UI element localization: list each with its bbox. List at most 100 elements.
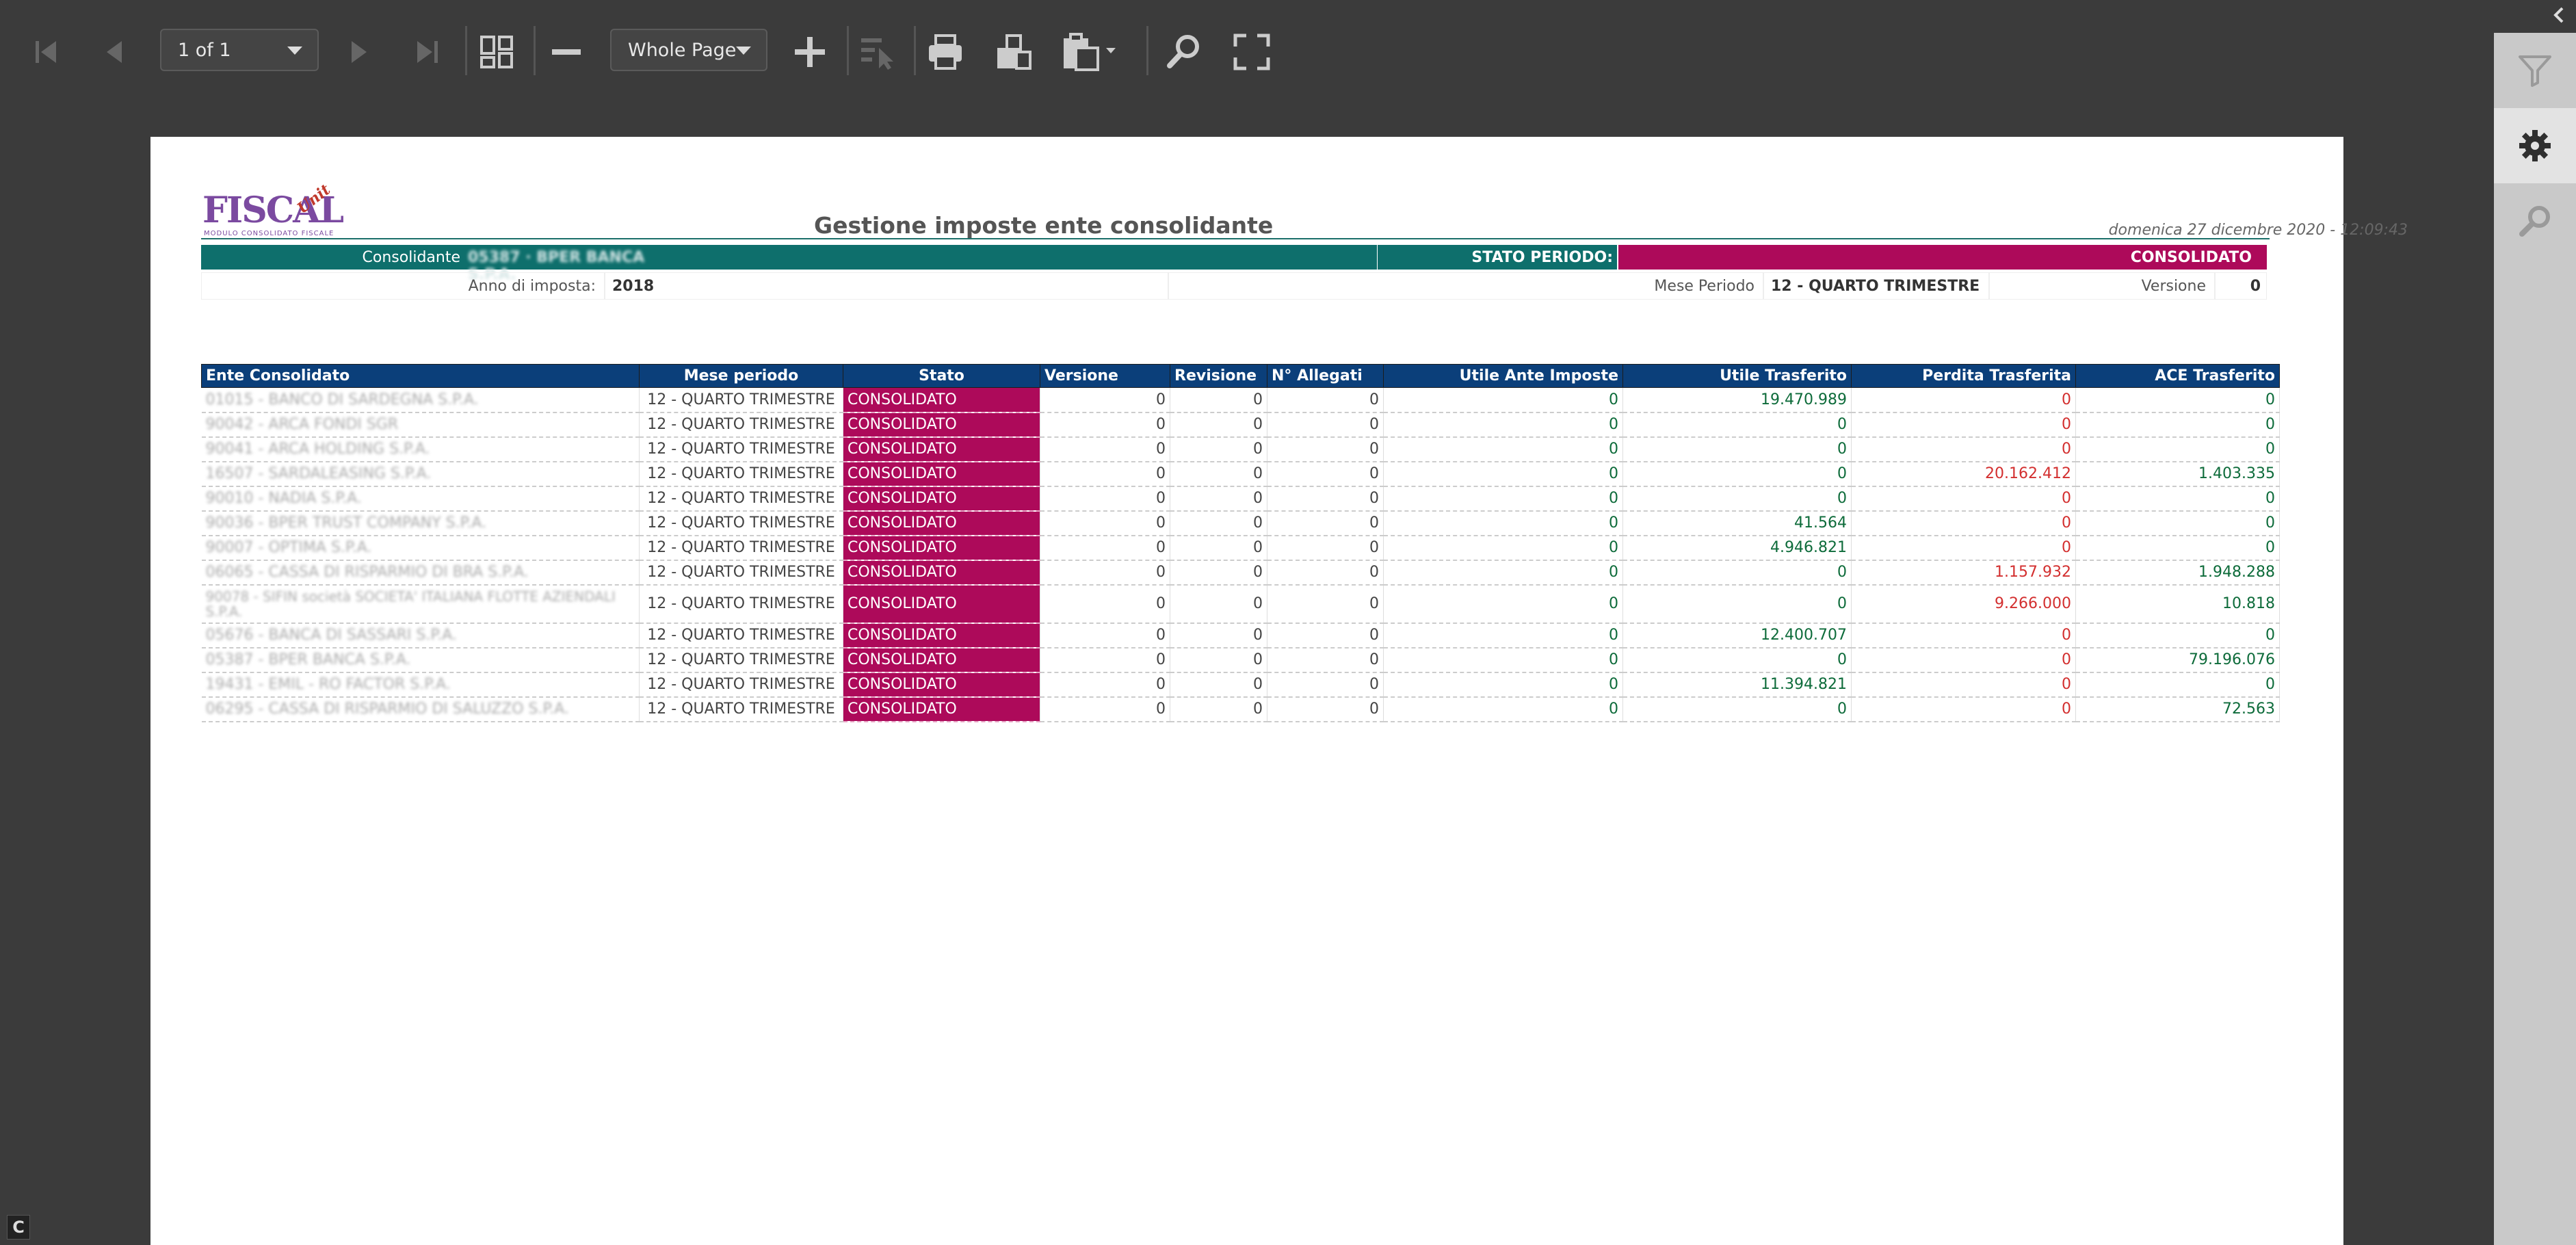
fullscreen-button[interactable] <box>1231 31 1272 73</box>
cell-utile-trasferito: 0 <box>1622 436 1852 462</box>
logo-subtitle: MODULO CONSOLIDATO FISCALE <box>204 230 334 237</box>
search-button[interactable] <box>1163 31 1204 73</box>
cell-revisione: 0 <box>1170 387 1267 413</box>
cell-ente: 06065 - CASSA DI RISPARMIO DI BRA S.P.A. <box>201 560 640 586</box>
table-row[interactable]: 05387 - BPER BANCA S.P.A. 12 - QUARTO TRI… <box>201 647 2280 673</box>
col-utile-trasferito: Utile Trasferito <box>1622 364 1852 388</box>
cell-allegati: 0 <box>1267 696 1384 722</box>
cell-ente: 90036 - BPER TRUST COMPANY S.P.A. <box>201 510 640 536</box>
cell-versione: 0 <box>1040 647 1170 673</box>
search-icon <box>2519 206 2550 237</box>
cell-mese-periodo: 12 - QUARTO TRIMESTRE <box>639 412 843 438</box>
cell-versione: 0 <box>1040 696 1170 722</box>
search-panel-button[interactable] <box>2494 183 2576 259</box>
toolbar-separator <box>534 26 536 75</box>
table-row[interactable]: 90078 - SIFIN società SOCIETA' ITALIANA … <box>201 584 2280 624</box>
cell-utile-ante-imposte: 0 <box>1383 486 1623 512</box>
previous-page-button[interactable] <box>98 36 131 68</box>
fullscreen-icon <box>1233 34 1270 70</box>
zoom-selector[interactable]: Whole Page <box>610 29 767 71</box>
previous-page-icon <box>107 41 122 63</box>
cell-ente: 90042 - ARCA FONDI SGR <box>201 412 640 438</box>
cell-revisione: 0 <box>1170 622 1267 648</box>
table-row[interactable]: 06065 - CASSA DI RISPARMIO DI BRA S.P.A.… <box>201 560 2280 586</box>
chevron-left-icon <box>2553 7 2564 23</box>
cell-versione: 0 <box>1040 672 1170 698</box>
col-perdita-trasferita: Perdita Trasferita <box>1851 364 2076 388</box>
table-row[interactable]: 90036 - BPER TRUST COMPANY S.P.A. 12 - QU… <box>201 510 2280 536</box>
cell-stato: CONSOLIDATO <box>843 486 1040 512</box>
table-row[interactable]: 19431 - EMIL - RO FACTOR S.P.A. 12 - QUAR… <box>201 672 2280 698</box>
cell-ente: 05676 - BANCA DI SASSARI S.P.A. <box>201 622 640 648</box>
report-title: Gestione imposte ente consolidante <box>814 212 1274 239</box>
cell-utile-ante-imposte: 0 <box>1383 672 1623 698</box>
chevron-down-icon <box>736 47 751 55</box>
table-row[interactable]: 16507 - SARDALEASING S.P.A. 12 - QUARTO T… <box>201 461 2280 487</box>
cell-utile-trasferito: 0 <box>1622 461 1852 487</box>
cell-perdita-trasferita: 0 <box>1851 436 2076 462</box>
cell-ente: 16507 - SARDALEASING S.P.A. <box>201 461 640 487</box>
cell-allegati: 0 <box>1267 461 1384 487</box>
select-cursor-icon <box>861 38 893 70</box>
zoom-in-button[interactable] <box>791 33 829 71</box>
minus-icon <box>552 49 581 55</box>
cell-revisione: 0 <box>1170 560 1267 586</box>
cell-utile-ante-imposte: 0 <box>1383 461 1623 487</box>
filter-panel-button[interactable] <box>2494 33 2576 108</box>
cell-mese-periodo: 12 - QUARTO TRIMESTRE <box>639 584 843 624</box>
select-tool-button[interactable] <box>858 33 899 71</box>
cell-stato: CONSOLIDATO <box>843 584 1040 624</box>
cell-stato: CONSOLIDATO <box>843 436 1040 462</box>
settings-panel-button[interactable] <box>2494 108 2576 183</box>
cell-ace-trasferito: 0 <box>2075 486 2280 512</box>
chevron-down-icon <box>287 47 302 55</box>
table-row[interactable]: 06295 - CASSA DI RISPARMIO DI SALUZZO S.… <box>201 696 2280 722</box>
cell-ente: 06295 - CASSA DI RISPARMIO DI SALUZZO S.… <box>201 696 640 722</box>
mese-periodo-label: Mese Periodo <box>1168 272 1763 300</box>
consolidante-value: 05387 · BPER BANCA S.P.A. <box>468 249 645 283</box>
cell-ente: 90010 - NADIA S.P.A. <box>201 486 640 512</box>
cell-allegati: 0 <box>1267 584 1384 624</box>
cell-perdita-trasferita: 0 <box>1851 486 2076 512</box>
print-options-button[interactable] <box>993 31 1034 73</box>
cell-allegati: 0 <box>1267 412 1384 438</box>
cell-utile-ante-imposte: 0 <box>1383 622 1623 648</box>
cell-utile-ante-imposte: 0 <box>1383 412 1623 438</box>
table-row[interactable]: 01015 - BANCO DI SARDEGNA S.P.A. 12 - QUA… <box>201 387 2280 413</box>
last-page-button[interactable] <box>410 36 443 68</box>
table-row[interactable]: 90007 - OPTIMA S.P.A. 12 - QUARTO TRIMEST… <box>201 535 2280 561</box>
cell-allegati: 0 <box>1267 436 1384 462</box>
next-page-icon <box>352 41 367 63</box>
export-button[interactable] <box>1060 31 1122 73</box>
collapse-panel-button[interactable] <box>2550 5 2569 27</box>
page-layout-button[interactable] <box>477 33 516 71</box>
page-selector[interactable]: 1 of 1 <box>160 29 319 71</box>
first-page-button[interactable] <box>30 36 63 68</box>
cell-revisione: 0 <box>1170 412 1267 438</box>
consolidante-label: Consolidante <box>362 249 460 266</box>
cell-mese-periodo: 12 - QUARTO TRIMESTRE <box>639 560 843 586</box>
print-button[interactable] <box>925 31 966 73</box>
col-revisione: Revisione <box>1170 364 1267 388</box>
table-row[interactable]: 90042 - ARCA FONDI SGR 12 - QUARTO TRIMES… <box>201 412 2280 438</box>
table-header-row: Ente Consolidato Mese periodo Stato Vers… <box>201 364 2280 388</box>
cell-revisione: 0 <box>1170 486 1267 512</box>
cell-stato: CONSOLIDATO <box>843 672 1040 698</box>
next-page-button[interactable] <box>342 36 375 68</box>
cell-ace-trasferito: 1.948.288 <box>2075 560 2280 586</box>
table-row[interactable]: 90041 - ARCA HOLDING S.P.A. 12 - QUARTO T… <box>201 436 2280 462</box>
cell-ace-trasferito: 0 <box>2075 387 2280 413</box>
cell-utile-trasferito: 0 <box>1622 560 1852 586</box>
fiscal-unit-logo: FISCAL Unit MODULO CONSOLIDATO FISCALE <box>202 181 344 241</box>
cell-allegati: 0 <box>1267 647 1384 673</box>
zoom-out-button[interactable] <box>547 36 586 68</box>
footer-badge[interactable]: C <box>7 1215 30 1240</box>
cell-revisione: 0 <box>1170 672 1267 698</box>
last-page-icon <box>417 41 438 63</box>
table-row[interactable]: 90010 - NADIA S.P.A. 12 - QUARTO TRIMESTR… <box>201 486 2280 512</box>
versione-value: 0 <box>2215 272 2267 300</box>
toolbar-separator <box>914 26 916 75</box>
cell-allegati: 0 <box>1267 672 1384 698</box>
table-row[interactable]: 05676 - BANCA DI SASSARI S.P.A. 12 - QUAR… <box>201 622 2280 648</box>
cell-ace-trasferito: 0 <box>2075 535 2280 561</box>
